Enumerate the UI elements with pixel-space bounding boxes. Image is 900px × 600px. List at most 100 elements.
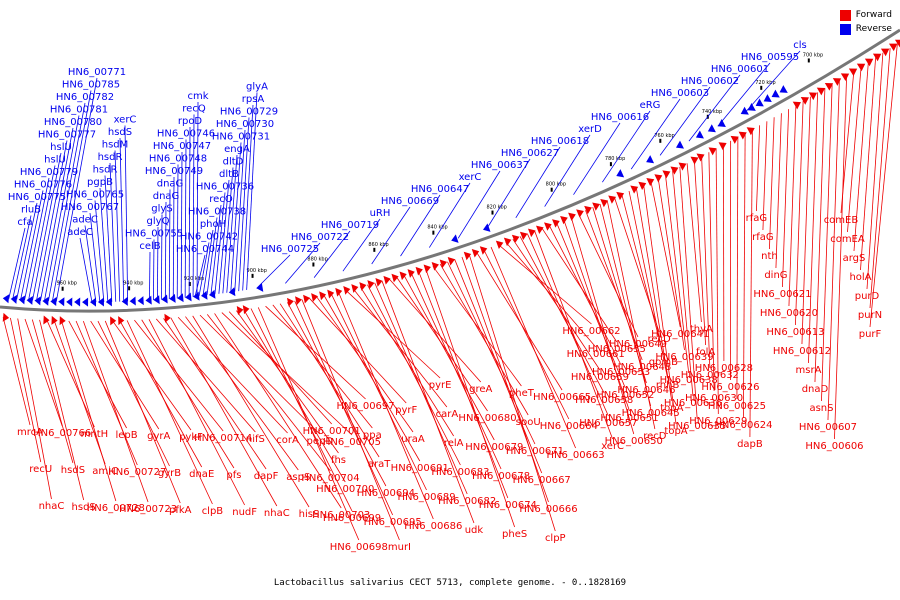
forward-gene-arrow bbox=[576, 209, 584, 218]
reverse-gene-label: HN6_00746 bbox=[157, 129, 215, 140]
forward-gene-label: folA bbox=[696, 347, 715, 358]
tick-mark bbox=[807, 58, 810, 63]
forward-gene-label: ppa bbox=[363, 430, 382, 441]
leader-line bbox=[8, 227, 26, 299]
leader-line bbox=[40, 127, 74, 301]
forward-gene-arrow bbox=[746, 127, 755, 136]
tick-mark bbox=[550, 187, 553, 192]
forward-gene-label: recU bbox=[29, 464, 52, 475]
reverse-gene-arrow bbox=[74, 297, 81, 307]
forward-gene-label: rfaG bbox=[746, 213, 768, 224]
reverse-gene-label: uRH bbox=[370, 208, 391, 219]
forward-gene-arrow bbox=[718, 142, 727, 151]
leader-line bbox=[44, 115, 80, 302]
forward-gene-arrow bbox=[678, 162, 687, 171]
forward-gene-label: dnaE bbox=[189, 469, 214, 480]
forward-gene-label: HN6_00653 bbox=[592, 367, 650, 378]
leader-line bbox=[534, 230, 613, 440]
forward-gene-arrow bbox=[118, 316, 125, 326]
leader-line bbox=[265, 305, 366, 400]
leader-line bbox=[168, 189, 171, 299]
forward-gene-label: HN6_00628 bbox=[695, 363, 753, 374]
tick-label: 700 kbp bbox=[803, 52, 823, 58]
forward-gene-arrow bbox=[592, 202, 600, 211]
leader-line bbox=[250, 308, 353, 512]
forward-gene-label: HN6_00659 bbox=[571, 372, 629, 383]
forward-gene-arrow bbox=[800, 97, 809, 105]
reverse-gene-label: HN6_00781 bbox=[50, 105, 108, 116]
leader-line bbox=[410, 272, 502, 470]
forward-gene-arrow bbox=[662, 170, 671, 179]
forward-gene-label: HN6_00624 bbox=[714, 420, 772, 431]
reverse-gene-label: adeC bbox=[67, 227, 93, 238]
forward-gene-arrow bbox=[391, 273, 399, 283]
reverse-gene-arrow bbox=[10, 294, 18, 304]
forward-gene-label: HN6_00705 bbox=[323, 437, 381, 448]
forward-gene-arrow bbox=[463, 251, 472, 261]
tick-mark bbox=[659, 138, 662, 143]
reverse-gene-label: glyA bbox=[246, 82, 268, 93]
reverse-gene-label: hsdR bbox=[98, 152, 123, 163]
reverse-gene-label: celB bbox=[139, 241, 160, 252]
reverse-gene-label: HN6_00748 bbox=[149, 154, 207, 165]
leader-line bbox=[367, 284, 461, 466]
leader-line bbox=[749, 129, 753, 438]
leader-line bbox=[202, 229, 214, 296]
leader-line bbox=[756, 125, 761, 212]
forward-gene-arrow bbox=[375, 278, 383, 287]
leader-line bbox=[89, 212, 101, 303]
leader-line bbox=[679, 166, 698, 420]
reverse-gene-label: recQ bbox=[182, 104, 206, 115]
forward-gene-label: HN6_00686 bbox=[404, 521, 462, 532]
leader-line bbox=[104, 175, 113, 302]
leader-line bbox=[417, 270, 509, 499]
reverse-gene-arrow bbox=[646, 155, 655, 164]
reverse-gene-label: HN6_00738 bbox=[188, 207, 246, 218]
reverse-gene-arrow bbox=[740, 106, 749, 115]
reverse-gene-arrow bbox=[755, 98, 764, 107]
forward-gene-label: HN6_00663 bbox=[547, 450, 605, 461]
forward-gene-label: HN6_00697 bbox=[336, 401, 394, 412]
forward-gene-label: HN6_00723 bbox=[119, 504, 177, 515]
forward-gene-arrow bbox=[608, 195, 617, 204]
leader-line bbox=[32, 152, 62, 301]
leader-line bbox=[222, 167, 234, 294]
forward-gene-label: HN6_00630 bbox=[685, 393, 743, 404]
forward-gene-label: nudF bbox=[232, 507, 257, 518]
leader-line bbox=[388, 278, 482, 383]
reverse-gene-arrow bbox=[121, 296, 128, 306]
forward-gene-arrow bbox=[164, 313, 171, 323]
forward-gene-arrow bbox=[670, 166, 679, 175]
reverse-gene-label: HN6_00616 bbox=[591, 112, 649, 123]
forward-gene-arrow bbox=[880, 48, 890, 57]
forward-gene-arrow bbox=[447, 256, 456, 266]
reverse-gene-label: HN6_00627 bbox=[501, 148, 559, 159]
leader-line bbox=[860, 57, 877, 271]
reverse-gene-arrow bbox=[675, 140, 684, 149]
forward-gene-label: HN6_00629 bbox=[689, 416, 747, 427]
leader-line bbox=[199, 314, 321, 435]
forward-gene-label: HN6_00612 bbox=[773, 346, 831, 357]
forward-gene-label: rfaG bbox=[752, 232, 774, 243]
reverse-gene-label: phoH bbox=[200, 219, 226, 230]
leader-line bbox=[112, 320, 192, 431]
leader-line bbox=[743, 133, 746, 419]
forward-gene-arrow bbox=[638, 181, 647, 190]
forward-gene-label: HN6_00649 bbox=[609, 339, 667, 350]
forward-gene-label: HN6_00766 bbox=[33, 428, 91, 439]
forward-gene-label: HN6_00704 bbox=[301, 473, 359, 484]
leader-line bbox=[650, 180, 681, 328]
reverse-swatch bbox=[839, 23, 851, 35]
reverse-gene-arrow bbox=[616, 169, 625, 178]
forward-gene-arrow bbox=[415, 266, 423, 276]
leader-line bbox=[164, 201, 167, 300]
leader-line bbox=[775, 113, 782, 269]
reverse-gene-arrow bbox=[137, 296, 144, 306]
reverse-gene-label: HN6_00776 bbox=[14, 180, 72, 191]
leader-line bbox=[184, 139, 187, 298]
forward-gene-label: HN6_00701 bbox=[303, 426, 361, 437]
leader-line bbox=[214, 192, 226, 295]
tick-label: 900 kbp bbox=[247, 268, 267, 274]
leader-line bbox=[287, 302, 387, 487]
forward-gene-label: HN6_00700 bbox=[316, 484, 374, 495]
